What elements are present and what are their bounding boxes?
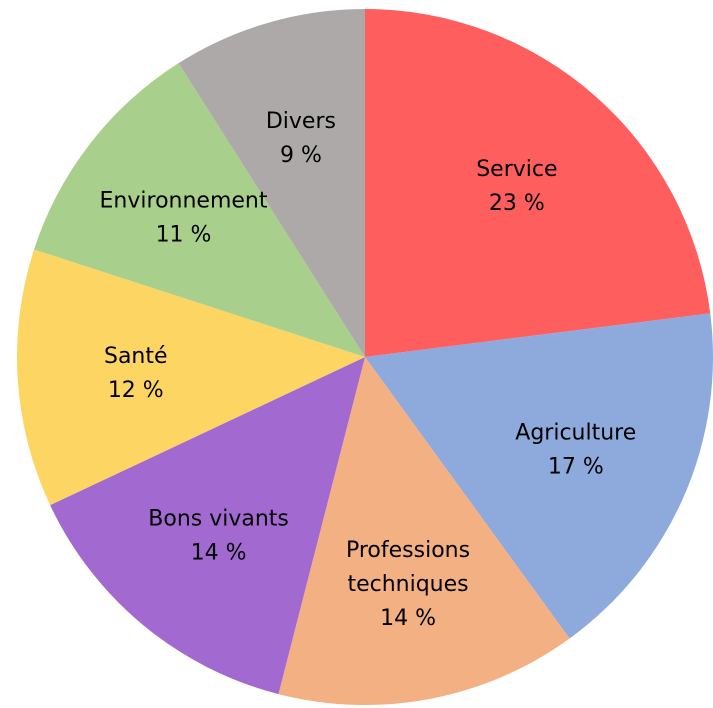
slice-category-label: Environnement	[100, 189, 268, 214]
slice-category-label: Professions	[346, 538, 470, 563]
pie-slice-environnement	[34, 63, 365, 357]
pie-slices	[16, 9, 713, 705]
pie-slice-label: Divers 9 %	[266, 109, 336, 168]
slice-category-label: Divers	[266, 109, 336, 134]
slice-category-label: Agriculture	[515, 421, 636, 446]
pie-slice-divers	[178, 9, 365, 357]
pie-slice-agriculture	[365, 313, 713, 639]
slice-category-label: Bons vivants	[148, 506, 289, 531]
pie-slice-label: Service 23 %	[476, 157, 557, 216]
pie-slice-label: Agriculture 17 %	[515, 421, 636, 480]
slice-value-label: 12 %	[108, 378, 164, 403]
slice-category-label: Service	[476, 157, 557, 182]
pie-slice-service	[365, 9, 711, 357]
pie-slice-label: Bons vivants 14 %	[148, 506, 289, 565]
pie-slice-label: Environnement 11 %	[100, 189, 268, 248]
slice-value-label: 11 %	[156, 223, 212, 248]
slice-category-label: Santé	[104, 344, 168, 369]
slice-value-label: 23 %	[489, 191, 545, 216]
pie-slice-professions-techniques	[278, 357, 570, 705]
pie-slice-label: Professions techniques 14 %	[346, 538, 470, 631]
slice-category-label: techniques	[347, 572, 468, 597]
pie-slice-label: Santé 12 %	[104, 344, 168, 403]
pie-slice-sant-	[16, 249, 365, 506]
slice-value-label: 14 %	[380, 606, 436, 631]
slice-value-label: 14 %	[191, 540, 247, 565]
slice-value-label: 9 %	[280, 143, 322, 168]
slice-value-label: 17 %	[548, 455, 604, 480]
pie-slice-bons-vivants	[50, 357, 366, 695]
pie-labels: Service 23 % Agriculture 17 % Professions tec…	[100, 109, 637, 631]
